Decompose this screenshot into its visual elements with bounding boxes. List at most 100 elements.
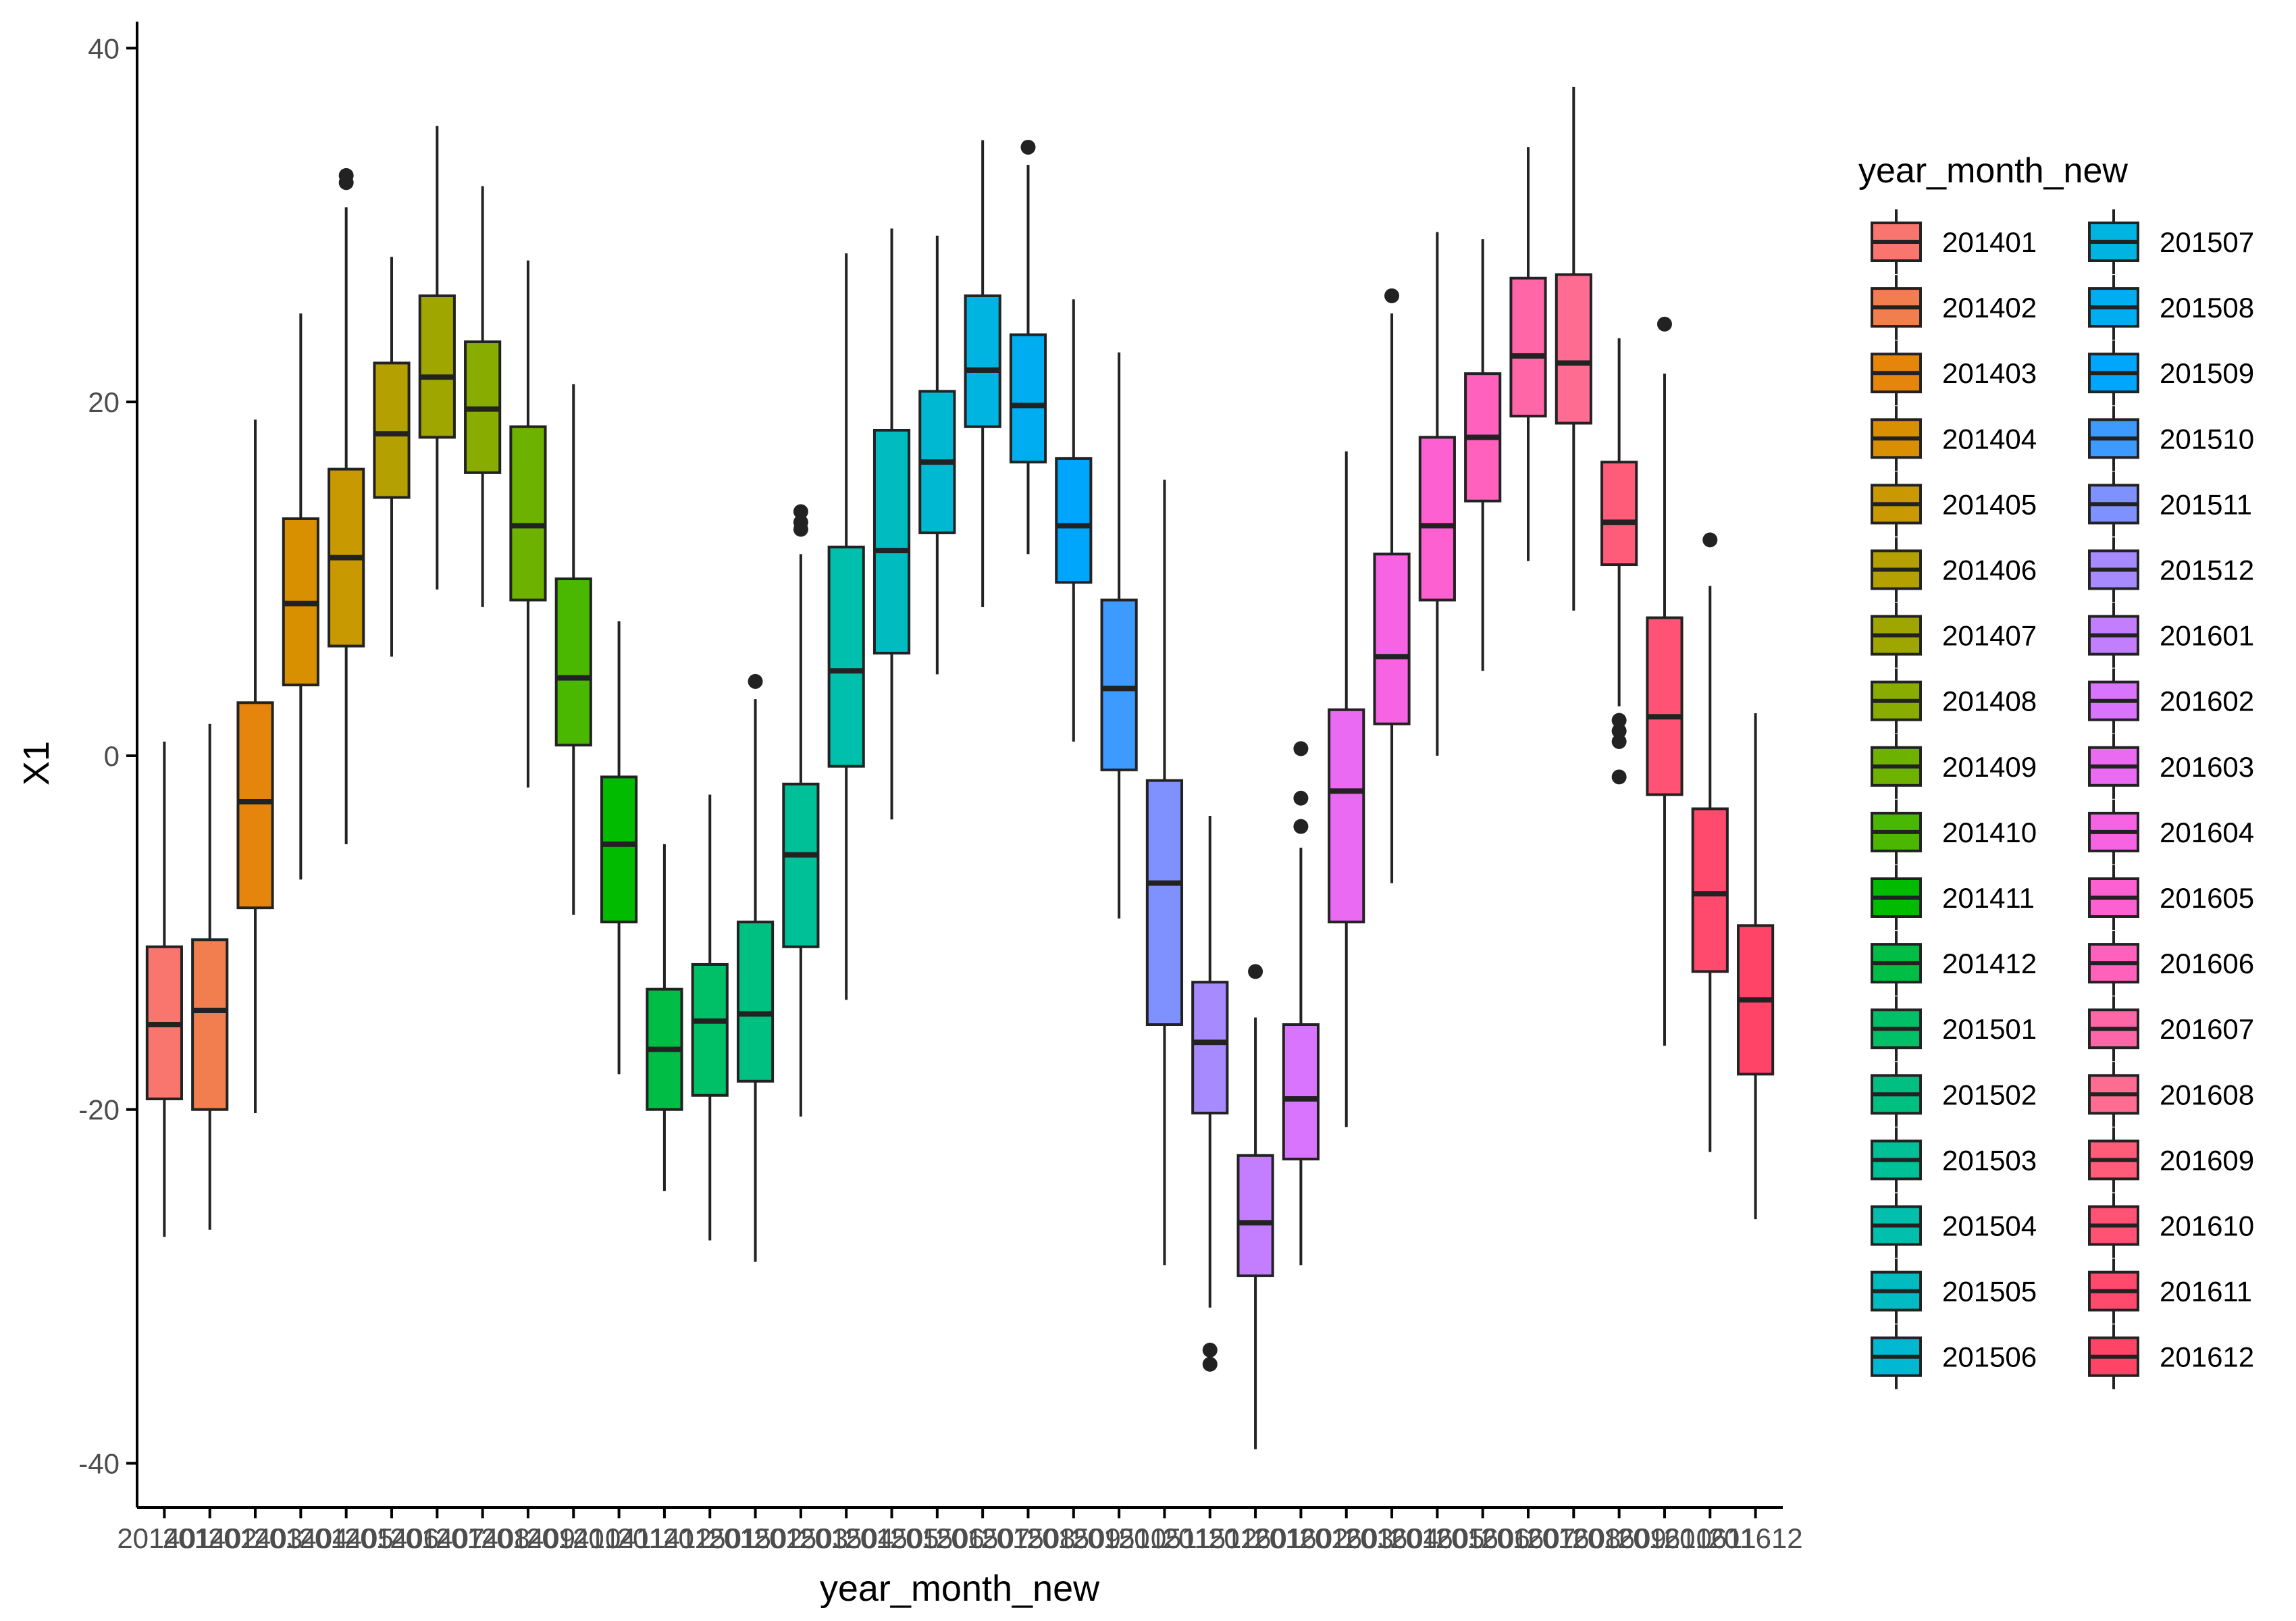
iqr-box: [964, 294, 1001, 428]
legend-label: 201601: [2160, 620, 2254, 652]
x-tick-label: 201404: [253, 1522, 348, 1554]
legend-label: 201408: [1942, 686, 2037, 717]
y-tick-label: 40: [88, 32, 120, 64]
legend-item-201508: 201508: [2088, 275, 2254, 340]
x-tick-label: 201401: [117, 1522, 211, 1554]
legend-item-201507: 201507: [2088, 209, 2254, 274]
legend-label: 201509: [2160, 357, 2254, 389]
x-tick-label: 201611: [1664, 1522, 1756, 1554]
box-201603: [1328, 451, 1365, 1127]
iqr-box: [236, 701, 274, 910]
legend-label: 201403: [1942, 357, 2037, 389]
y-tick-label: -40: [78, 1448, 120, 1480]
y-axis-title: X1: [16, 741, 57, 786]
x-tick-label: 201402: [163, 1522, 257, 1554]
box-201403: [236, 419, 274, 1113]
box-201609: [1600, 338, 1638, 785]
x-tick-label: 201505: [844, 1522, 939, 1554]
legend-item-201406: 201406: [1871, 537, 2037, 602]
legend-label: 201401: [1942, 226, 2037, 258]
x-tick-label: 201510: [1072, 1522, 1166, 1554]
box-201604: [1373, 288, 1411, 883]
box-201606: [1464, 239, 1502, 671]
box-201408: [464, 186, 502, 607]
legend-label: 201503: [1942, 1144, 2037, 1176]
x-tick-label: 201605: [1390, 1522, 1484, 1554]
iqr-box: [782, 782, 820, 948]
box-201405: [328, 168, 365, 844]
iqr-box: [1555, 273, 1592, 425]
box-201506: [918, 235, 956, 675]
box-201407: [418, 126, 456, 590]
box-201503: [782, 504, 820, 1117]
outlier-point: [748, 673, 763, 689]
legend-label: 201605: [2160, 882, 2254, 914]
legend-item-201612: 201612: [2088, 1324, 2254, 1389]
box-201406: [373, 257, 411, 657]
legend-item-201502: 201502: [1871, 1062, 2037, 1127]
iqr-box: [691, 962, 729, 1097]
legend-label: 201603: [2160, 751, 2254, 783]
outlier-point: [1611, 734, 1627, 749]
y-tick-label: 20: [88, 386, 120, 418]
iqr-box: [736, 921, 775, 1083]
x-tick-label: 201604: [1345, 1522, 1439, 1554]
x-tick-label: 201608: [1526, 1522, 1621, 1554]
x-tick-label: 201409: [481, 1522, 575, 1554]
legend-label: 201508: [2160, 292, 2254, 324]
iqr-box: [1373, 552, 1411, 725]
box-201409: [509, 260, 547, 788]
iqr-box: [1145, 779, 1184, 1026]
iqr-box: [1100, 598, 1138, 771]
box-201509: [1055, 299, 1093, 742]
x-tick-label: 201512: [1163, 1522, 1257, 1554]
legend-label: 201610: [2160, 1210, 2254, 1242]
legend-item-201610: 201610: [2088, 1193, 2254, 1258]
legend-label: 201604: [2160, 817, 2254, 848]
x-tick-label: 201507: [935, 1522, 1030, 1554]
legend-label: 201612: [2160, 1341, 2254, 1373]
x-tick-label: 201609: [1572, 1522, 1667, 1554]
iqr-box: [373, 361, 411, 499]
iqr-box: [1418, 436, 1456, 602]
legend-label: 201606: [2160, 948, 2254, 979]
outlier-point: [1384, 288, 1400, 303]
outlier-point: [1611, 723, 1627, 739]
box-201404: [282, 313, 319, 880]
legend-item-201410: 201410: [1871, 799, 2037, 865]
legend-label: 201505: [1942, 1276, 2037, 1308]
box-201508: [1009, 139, 1047, 555]
outlier-point: [1020, 139, 1036, 155]
iqr-box: [191, 938, 229, 1111]
legend-item-201605: 201605: [2088, 865, 2254, 930]
legend-item-201511: 201511: [2088, 471, 2252, 537]
legend-label: 201411: [1942, 882, 2035, 914]
outlier-point: [1202, 1342, 1218, 1358]
legend-label: 201409: [1942, 751, 2037, 783]
x-tick-label: 201610: [1617, 1522, 1712, 1554]
legend-label: 201512: [2160, 555, 2254, 586]
box-201601: [1236, 964, 1274, 1449]
outlier-point: [1293, 819, 1309, 834]
outlier-point: [1293, 741, 1309, 756]
legend-label: 201609: [2160, 1144, 2254, 1176]
box-201610: [1646, 316, 1684, 1046]
box-201402: [191, 723, 229, 1230]
iqr-box: [1691, 807, 1729, 973]
x-tick-label: 201407: [390, 1522, 484, 1554]
iqr-box: [554, 577, 592, 747]
iqr-box: [1191, 981, 1229, 1114]
box-201510: [1100, 352, 1138, 919]
x-tick-label: 201607: [1481, 1522, 1575, 1554]
outlier-point: [793, 504, 808, 519]
x-tick-label: 201406: [344, 1522, 439, 1554]
legend-label: 201510: [2160, 423, 2254, 455]
legend-label: 201501: [1942, 1013, 2037, 1045]
box-201605: [1418, 232, 1456, 756]
legend-item-201602: 201602: [2088, 668, 2254, 734]
iqr-box: [1646, 616, 1684, 796]
outlier-point: [793, 515, 808, 530]
box-201608: [1555, 86, 1592, 611]
legend-label: 201412: [1942, 948, 2037, 979]
iqr-box: [1009, 333, 1047, 464]
